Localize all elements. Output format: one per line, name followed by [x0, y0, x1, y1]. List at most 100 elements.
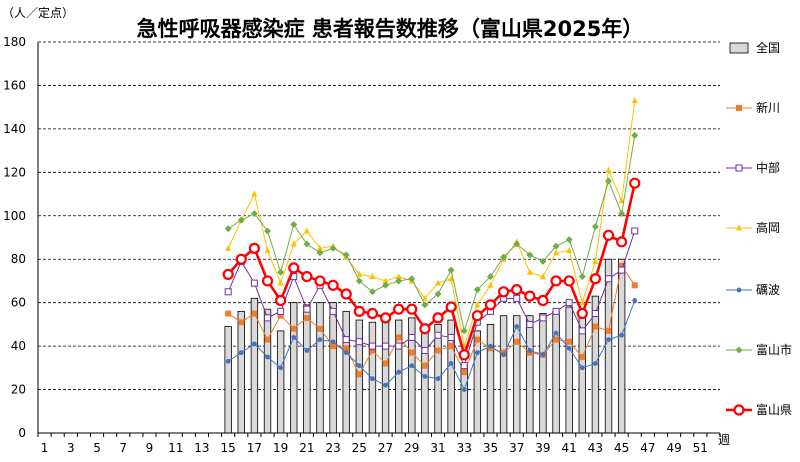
data-point [342, 336, 350, 344]
data-point [264, 247, 271, 254]
legend-label: 富山市 [756, 342, 792, 357]
data-point [355, 277, 363, 285]
data-point [553, 330, 559, 336]
data-point [277, 312, 284, 319]
legend-label: 中部 [756, 160, 780, 175]
data-point [290, 325, 297, 332]
data-point [406, 303, 418, 315]
legend-item: 中部 [726, 160, 780, 175]
data-point [288, 262, 300, 274]
bar [539, 313, 547, 434]
data-point [261, 275, 274, 287]
data-point [224, 288, 232, 296]
bar [565, 306, 573, 434]
data-point [225, 358, 231, 364]
data-point [461, 387, 467, 392]
data-point [445, 301, 457, 313]
series-line [227, 300, 636, 391]
data-point [500, 253, 508, 261]
legend-item: 富山市 [726, 342, 792, 357]
data-point [471, 310, 483, 322]
data-point [252, 341, 257, 347]
data-point [458, 349, 470, 361]
data-point [395, 273, 402, 280]
data-point [513, 240, 521, 248]
data-point [553, 336, 560, 343]
data-point [222, 268, 234, 281]
x-tick-label: 27 [378, 441, 393, 455]
data-point [379, 312, 392, 324]
data-point [316, 244, 323, 251]
data-point [408, 275, 416, 283]
y-tick-label: 20 [11, 383, 26, 397]
data-point [342, 251, 350, 259]
data-point [317, 337, 323, 342]
y-axis-unit: （人／定点） [2, 5, 74, 20]
data-point [303, 240, 311, 248]
data-point [278, 365, 284, 371]
data-point [343, 350, 349, 356]
data-point [264, 336, 271, 343]
data-point [303, 305, 311, 313]
series-line [227, 100, 636, 347]
data-point [618, 210, 626, 218]
x-tick-label: 9 [146, 441, 154, 455]
data-point [511, 284, 523, 296]
x-tick-label: 43 [588, 441, 603, 455]
data-point [395, 277, 403, 285]
data-point [355, 338, 363, 346]
bar [329, 302, 337, 434]
data-point [736, 287, 742, 293]
x-tick-label: 15 [221, 441, 236, 455]
data-point [369, 273, 376, 280]
data-point [514, 324, 520, 329]
data-point [448, 343, 455, 350]
bar [290, 302, 298, 434]
x-tick-label: 49 [666, 441, 681, 455]
data-point [526, 320, 534, 328]
data-point [735, 346, 743, 354]
data-point [736, 224, 742, 231]
data-point [578, 327, 586, 335]
data-point [250, 210, 258, 218]
series-line [227, 135, 636, 333]
y-tick-label: 180 [3, 35, 26, 49]
legend-swatch [729, 42, 749, 54]
y-tick-label: 140 [3, 122, 26, 136]
x-tick-label: 19 [273, 441, 288, 455]
data-point [382, 281, 390, 289]
data-point [435, 347, 442, 354]
data-point [460, 362, 468, 370]
data-point [447, 333, 455, 341]
data-point [735, 164, 743, 172]
data-point [539, 273, 546, 280]
data-point [290, 240, 297, 247]
y-tick-label: 120 [3, 165, 26, 179]
x-tick-label: 47 [640, 441, 655, 455]
data-point [225, 244, 232, 251]
data-point [618, 262, 625, 269]
data-point [606, 337, 611, 342]
data-point [631, 97, 638, 104]
data-point [330, 343, 337, 350]
data-point [501, 352, 506, 358]
data-point [369, 347, 376, 354]
data-point [301, 271, 313, 283]
series-富山県 [222, 177, 641, 361]
data-point [303, 227, 310, 234]
x-tick-label: 39 [535, 441, 550, 455]
x-tick-label: 3 [67, 441, 75, 455]
y-tick-label: 0 [18, 426, 26, 440]
x-tick-label: 21 [299, 441, 314, 455]
data-point [356, 363, 362, 369]
data-point [382, 277, 389, 284]
data-point [552, 307, 560, 315]
data-point [448, 275, 455, 282]
data-point [527, 348, 533, 353]
data-point [277, 268, 285, 276]
data-point [421, 362, 428, 369]
x-tick-label: 29 [404, 441, 419, 455]
data-point [225, 310, 232, 317]
bar [224, 326, 232, 434]
